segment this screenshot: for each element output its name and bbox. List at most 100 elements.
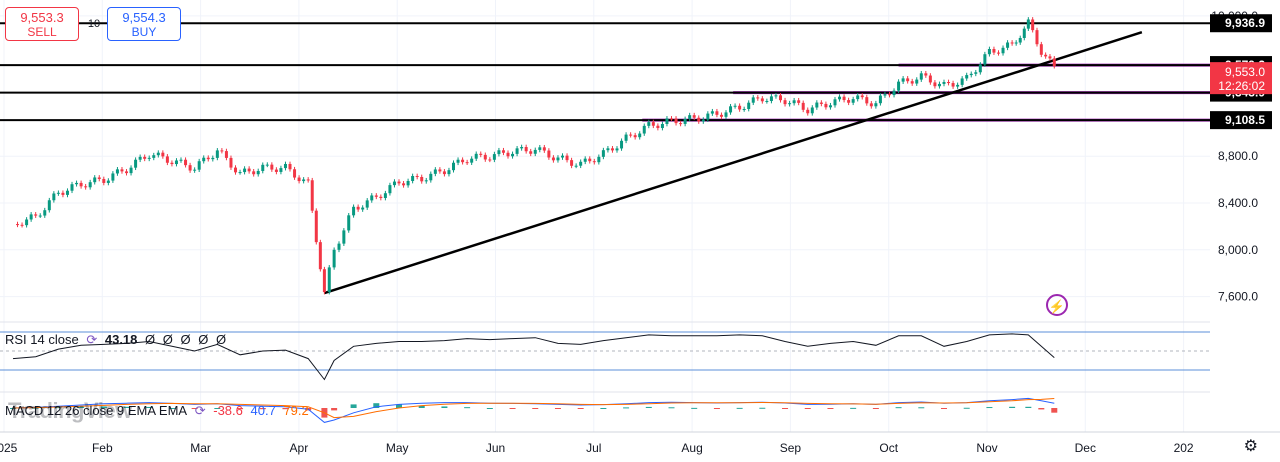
- candle-body: [1014, 42, 1018, 44]
- candle-body: [601, 150, 605, 157]
- candle-body: [788, 103, 792, 105]
- macd-hist-bar: [600, 408, 607, 409]
- rsi-legend[interactable]: RSI 14 close ⟳ 43.18 Ø Ø Ø Ø Ø: [5, 332, 230, 348]
- candle-body: [810, 107, 814, 114]
- candle-body: [842, 96, 846, 101]
- candle-body: [906, 78, 910, 82]
- rsi-null-3: Ø: [180, 332, 191, 347]
- sell-button[interactable]: 9,553.3 SELL: [5, 7, 79, 41]
- candle-body: [665, 118, 669, 124]
- candle-body: [397, 181, 401, 184]
- candle-body: [697, 117, 701, 122]
- macd-hist-bar: [32, 407, 39, 409]
- price-axis[interactable]: 7,600.08,000.08,400.08,800.010,000.09,93…: [1210, 0, 1280, 432]
- candle-body: [597, 156, 601, 163]
- macd-hist-bar: [55, 407, 62, 409]
- macd-hist-bar: [736, 407, 743, 409]
- macd-hist-bar: [691, 407, 698, 409]
- macd-hist-bar: [872, 408, 879, 409]
- candle-body: [538, 147, 542, 150]
- candle-body: [56, 192, 60, 194]
- candle-body: [551, 157, 555, 161]
- level-tag-text: 9,936.9: [1225, 16, 1265, 30]
- candle-body: [265, 164, 269, 166]
- candle-body: [588, 158, 592, 162]
- candle-body: [497, 150, 501, 155]
- candle-body: [620, 140, 624, 149]
- candle-body: [352, 206, 356, 216]
- candle-body: [1039, 44, 1043, 55]
- candle-body: [274, 169, 278, 172]
- macd-hist-value: -38.6: [213, 403, 243, 418]
- candle-body: [547, 150, 551, 158]
- candle-body: [910, 81, 914, 84]
- candle-body: [533, 149, 537, 154]
- rsi-null-5: Ø: [216, 332, 227, 347]
- cycle-icon[interactable]: ⟳: [194, 403, 206, 418]
- candle-body: [174, 160, 178, 165]
- candles: [16, 17, 1056, 295]
- candle-body: [115, 169, 119, 174]
- candle-body: [856, 95, 860, 100]
- candle-body: [129, 167, 133, 174]
- macd-hist-bar: [850, 407, 857, 409]
- macd-signal-value: 79.2: [283, 403, 309, 418]
- candle-body: [742, 109, 746, 111]
- candle-body: [306, 179, 310, 181]
- candle-body: [270, 164, 274, 170]
- candle-body: [125, 171, 129, 174]
- candle-body: [638, 133, 642, 138]
- candle-body: [52, 193, 56, 201]
- candle-body: [65, 190, 69, 195]
- candle-body: [542, 147, 546, 151]
- candle-body: [29, 214, 33, 220]
- candle-body: [915, 79, 919, 84]
- level-tag-text: 9,108.5: [1225, 113, 1265, 127]
- trendline-path: [324, 31, 1143, 295]
- candle-body: [406, 181, 410, 186]
- candle-body: [883, 94, 887, 96]
- macd-hist-bar: [259, 408, 266, 410]
- candle-body: [215, 150, 219, 158]
- candle-body: [152, 155, 156, 158]
- macd-hist-bar: [350, 404, 357, 408]
- candle-body: [901, 78, 905, 82]
- buy-button[interactable]: 9,554.3 BUY: [107, 7, 181, 41]
- candle-body: [606, 148, 610, 151]
- candle-body: [592, 161, 596, 163]
- candle-body: [828, 105, 832, 108]
- cycle-icon[interactable]: ⟳: [86, 332, 98, 347]
- candle-body: [279, 168, 283, 172]
- candle-body: [347, 215, 351, 231]
- candle-body: [511, 153, 515, 157]
- countdown-text: 12:26:02: [1218, 79, 1265, 93]
- lightning-icon[interactable]: ⚡: [1046, 294, 1068, 316]
- candle-body: [193, 169, 197, 171]
- candle-body: [392, 181, 396, 186]
- candle-body: [256, 170, 260, 175]
- sell-price: 9,553.3: [20, 10, 64, 25]
- grid: [0, 0, 1210, 432]
- candle-body: [238, 172, 242, 174]
- candle-body: [293, 169, 297, 178]
- candle-body: [506, 152, 510, 157]
- quantity-value[interactable]: 10: [87, 18, 101, 30]
- tradingview-logo: TradingView: [8, 398, 132, 423]
- time-label: Mar: [190, 441, 211, 455]
- candle-body: [679, 123, 683, 125]
- candle-body: [756, 97, 760, 99]
- candle-body: [937, 83, 941, 87]
- candle-body: [610, 148, 614, 151]
- settings-gear-icon[interactable]: ⚙: [1243, 438, 1258, 455]
- time-label: Jul: [586, 441, 601, 455]
- candle-body: [960, 78, 964, 85]
- trendline[interactable]: [324, 31, 1143, 295]
- candle-body: [75, 182, 79, 185]
- candle-body: [211, 157, 215, 160]
- candle-body: [97, 177, 101, 179]
- macd-legend[interactable]: MACD 12 26 close 9 EMA EMA ⟳ -38.6 40.7 …: [5, 403, 313, 419]
- candle-body: [61, 192, 65, 195]
- candle-body: [1048, 56, 1052, 59]
